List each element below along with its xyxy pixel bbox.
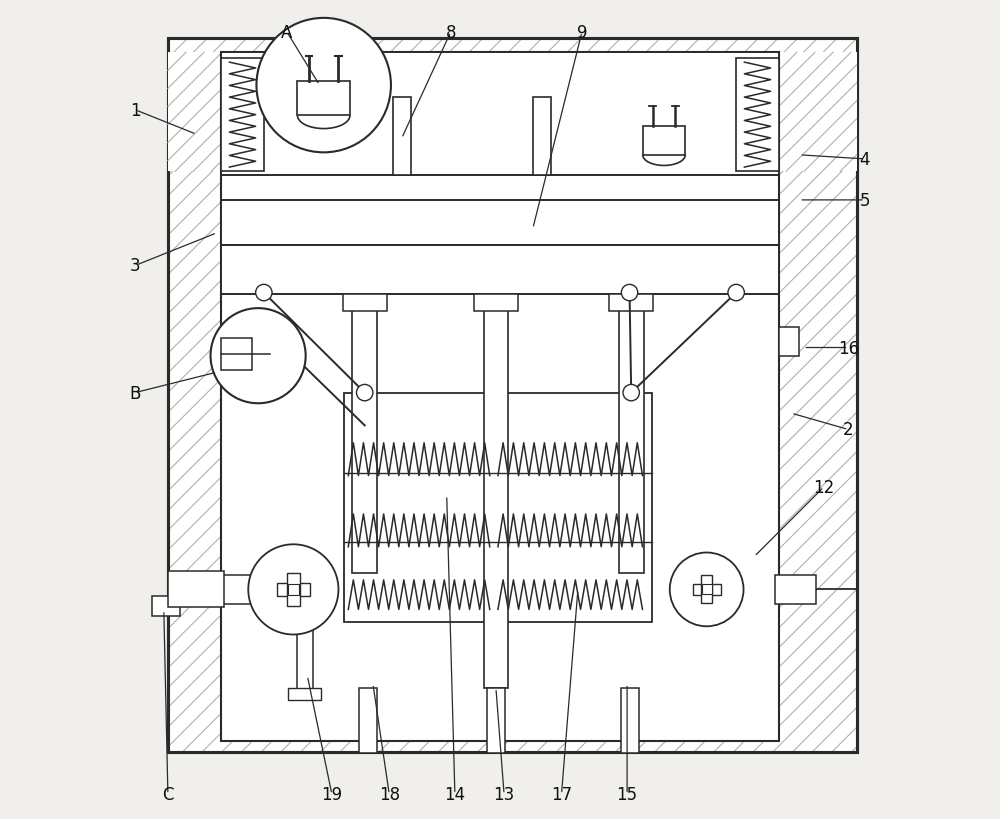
Bar	[168, 572, 224, 608]
Bar	[621, 688, 639, 753]
Text: 12: 12	[813, 478, 835, 496]
Text: 5: 5	[860, 192, 870, 210]
Text: 1: 1	[130, 102, 140, 120]
Bar	[168, 53, 221, 172]
Text: B: B	[129, 384, 141, 402]
Text: 4: 4	[860, 151, 870, 169]
Circle shape	[211, 309, 306, 404]
Bar	[297, 82, 350, 116]
Circle shape	[670, 553, 744, 627]
Text: 16: 16	[838, 339, 859, 357]
Bar	[344, 393, 652, 622]
Bar	[352, 295, 377, 573]
Text: 17: 17	[551, 785, 572, 803]
Bar	[643, 127, 685, 156]
Bar	[487, 688, 505, 753]
Circle shape	[256, 285, 272, 301]
Bar	[221, 246, 779, 295]
Bar	[779, 53, 857, 172]
Bar	[221, 201, 779, 246]
Bar	[221, 338, 252, 371]
Bar	[288, 584, 299, 595]
Bar	[287, 573, 300, 606]
Bar	[619, 295, 644, 573]
Text: A: A	[281, 24, 292, 42]
Bar	[168, 53, 221, 172]
Bar	[393, 98, 411, 176]
Circle shape	[248, 545, 338, 635]
Bar	[221, 53, 779, 176]
Bar	[779, 53, 857, 172]
Bar	[221, 59, 264, 172]
Bar	[701, 576, 712, 604]
Bar	[779, 328, 799, 356]
Text: 15: 15	[617, 785, 638, 803]
Bar	[533, 98, 551, 176]
Bar	[775, 575, 816, 604]
Bar	[343, 295, 387, 311]
Bar	[277, 583, 310, 596]
Circle shape	[728, 285, 744, 301]
Circle shape	[621, 285, 638, 301]
Text: 14: 14	[444, 785, 465, 803]
Text: 18: 18	[379, 785, 400, 803]
Text: 8: 8	[446, 24, 456, 42]
Text: 13: 13	[493, 785, 515, 803]
Text: 3: 3	[130, 257, 140, 275]
Bar	[359, 688, 377, 753]
Bar	[297, 618, 313, 692]
Bar	[168, 39, 857, 752]
Circle shape	[256, 19, 391, 153]
Bar	[474, 295, 518, 311]
Text: 9: 9	[577, 24, 587, 42]
Circle shape	[356, 385, 373, 401]
Bar	[288, 688, 321, 700]
Bar	[609, 295, 653, 311]
Bar	[702, 585, 712, 595]
Text: C: C	[162, 785, 174, 803]
Bar	[168, 39, 857, 752]
Text: 19: 19	[321, 785, 342, 803]
Bar	[736, 59, 779, 172]
Circle shape	[623, 385, 639, 401]
Bar	[221, 53, 779, 741]
Bar	[484, 295, 508, 688]
Bar	[693, 585, 721, 595]
Bar	[152, 596, 180, 616]
Text: 2: 2	[843, 421, 854, 439]
